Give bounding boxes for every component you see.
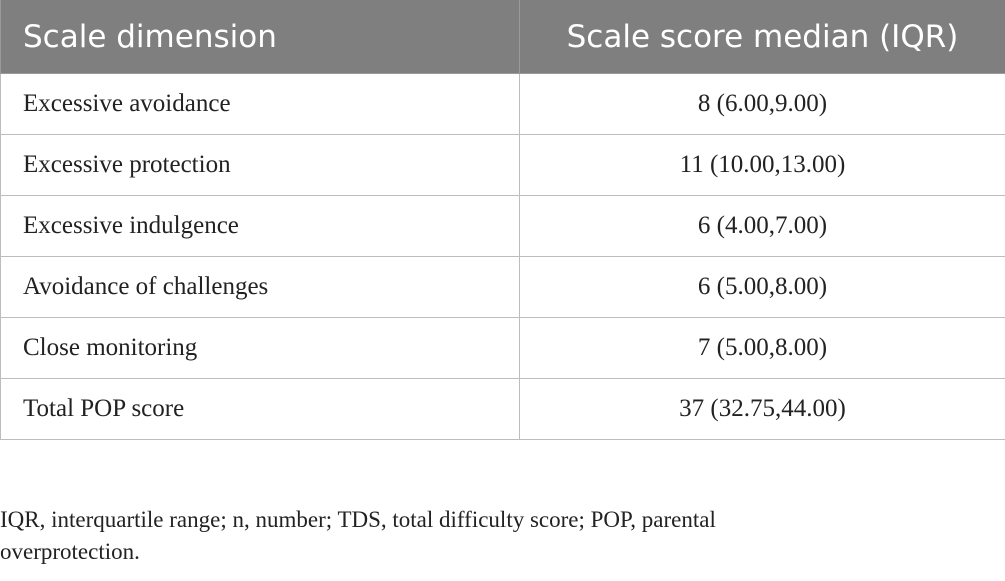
score-cell: 11 (10.00,13.00) — [519, 134, 1005, 196]
dimension-cell: Total POP score — [0, 378, 520, 440]
score-cell: 37 (32.75,44.00) — [519, 378, 1005, 440]
score-cell: 6 (4.00,7.00) — [519, 195, 1005, 257]
dimension-cell: Excessive indulgence — [0, 195, 520, 257]
score-cell: 6 (5.00,8.00) — [519, 256, 1005, 318]
score-cell: 8 (6.00,9.00) — [519, 73, 1005, 135]
column-header-score: Scale score median (IQR) — [519, 0, 1005, 74]
column-header-dimension: Scale dimension — [0, 0, 520, 74]
scale-score-table: Scale dimension Scale score median (IQR)… — [0, 0, 1005, 440]
table-row: Excessive indulgence 6 (4.00,7.00) — [0, 195, 1005, 257]
dimension-cell: Avoidance of challenges — [0, 256, 520, 318]
dimension-cell: Excessive protection — [0, 134, 520, 196]
table-row: Avoidance of challenges 6 (5.00,8.00) — [0, 256, 1005, 318]
dimension-cell: Excessive avoidance — [0, 73, 520, 135]
table-row: Excessive avoidance 8 (6.00,9.00) — [0, 73, 1005, 135]
score-cell: 7 (5.00,8.00) — [519, 317, 1005, 379]
table-row: Total POP score 37 (32.75,44.00) — [0, 378, 1005, 440]
score-table-container: Scale dimension Scale score median (IQR)… — [0, 0, 1005, 440]
footnote-line: overprotection. — [0, 539, 140, 564]
dimension-cell: Close monitoring — [0, 317, 520, 379]
table-header-row: Scale dimension Scale score median (IQR) — [0, 0, 1005, 74]
table-row: Excessive protection 11 (10.00,13.00) — [0, 134, 1005, 196]
table-row: Close monitoring 7 (5.00,8.00) — [0, 317, 1005, 379]
table-footnote: IQR, interquartile range; n, number; TDS… — [0, 504, 900, 568]
footnote-line: IQR, interquartile range; n, number; TDS… — [0, 507, 716, 532]
